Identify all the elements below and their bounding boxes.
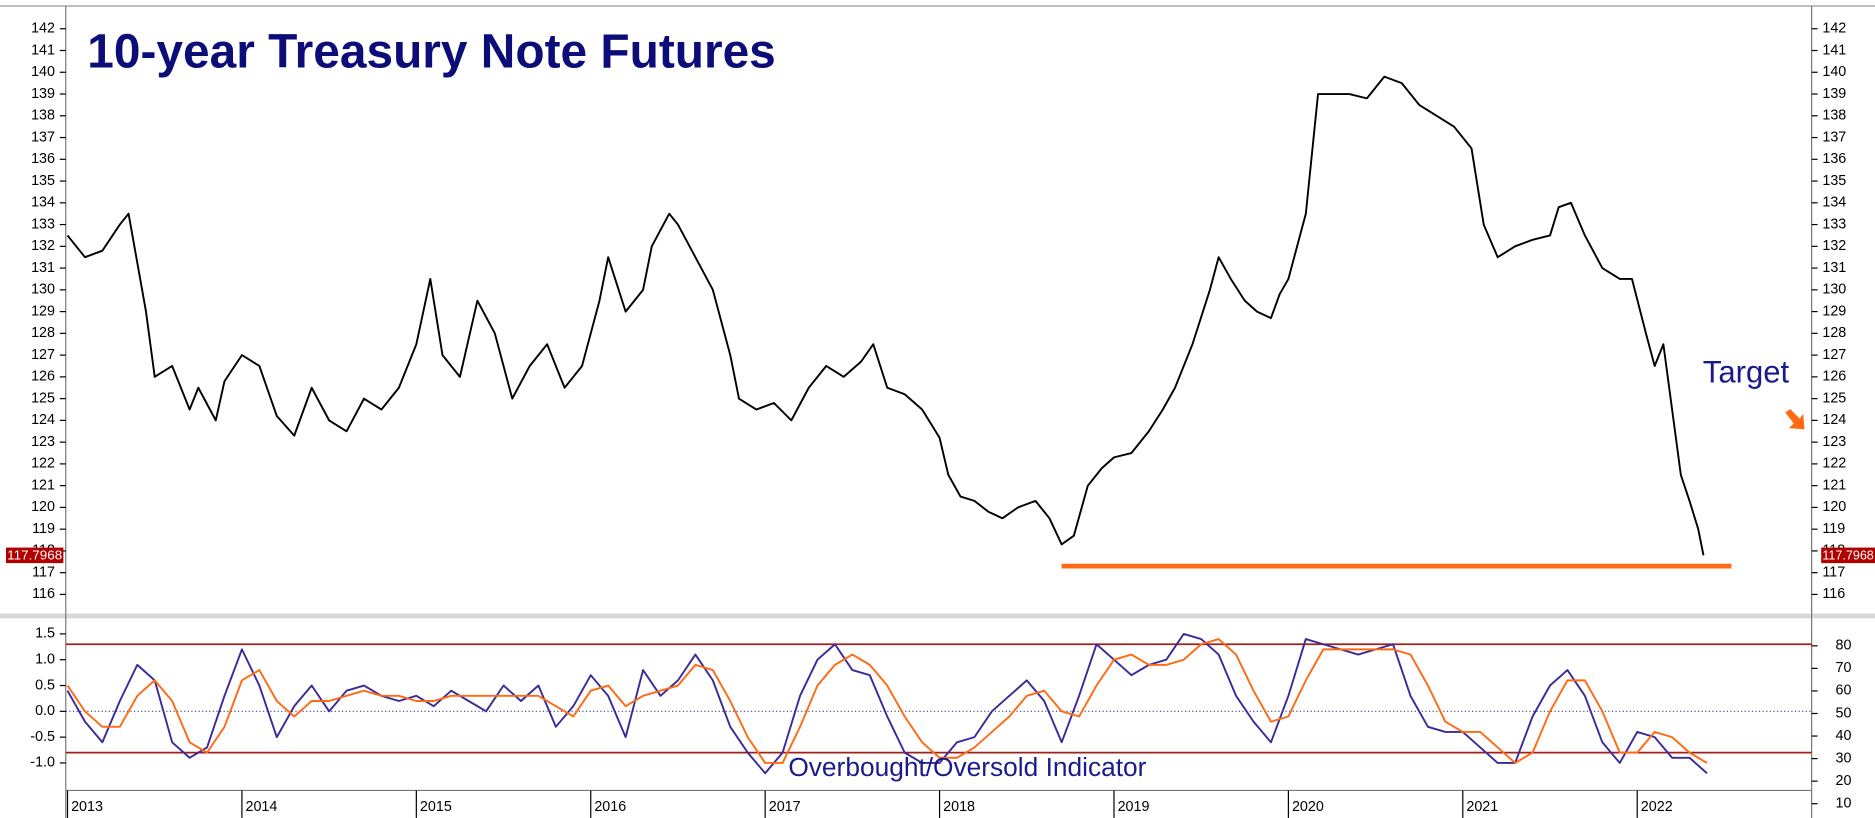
y-tick-label: 136 xyxy=(31,151,55,167)
y-tick-label: 138 xyxy=(31,108,55,124)
y-tick-label-right: 141 xyxy=(1822,42,1846,58)
y-tick-label-right: 133 xyxy=(1822,216,1846,232)
y-tick-label: 119 xyxy=(32,521,55,537)
annotation: Target xyxy=(1703,355,1790,390)
y-tick-label: 141 xyxy=(31,42,55,58)
y-tick-label: 122 xyxy=(31,456,55,472)
x-tick-label: 2016 xyxy=(594,799,626,815)
y-tick-label-right: 134 xyxy=(1822,195,1846,211)
indicator-label: Overbought/Oversold Indicator xyxy=(788,752,1146,782)
x-tick-label: 2020 xyxy=(1292,799,1324,815)
y-tick-label: 124 xyxy=(31,412,55,428)
y2-tick-label: 50 xyxy=(1836,705,1852,721)
x-tick-label: 2014 xyxy=(246,799,278,815)
y-tick-label: 134 xyxy=(31,195,55,211)
y-tick-label: -1.0 xyxy=(30,755,55,771)
x-tick-label: 2018 xyxy=(943,799,975,815)
y-tick-label-right: 122 xyxy=(1822,456,1846,472)
y-tick-label: -0.5 xyxy=(30,729,55,745)
y2-tick-label: 40 xyxy=(1836,728,1852,744)
series-line xyxy=(66,638,1708,764)
y-tick-label-right: 140 xyxy=(1822,64,1846,80)
y-tick-label-right: 137 xyxy=(1822,129,1846,145)
x-tick-label: 2022 xyxy=(1641,799,1673,815)
y2-tick-label: 30 xyxy=(1836,750,1852,766)
y-tick-label-right: 125 xyxy=(1822,390,1846,406)
y-tick-label: 117 xyxy=(32,564,55,580)
y-tick-label-right: 139 xyxy=(1822,86,1846,102)
y-tick-label-right: 142 xyxy=(1822,21,1846,37)
y2-tick-label: 70 xyxy=(1836,660,1852,676)
y-tick-label-right: 131 xyxy=(1822,260,1846,276)
x-tick-label: 2015 xyxy=(420,799,452,815)
y-tick-label-right: 136 xyxy=(1822,151,1846,167)
panel-separator xyxy=(0,613,1875,619)
y-tick-label: 0.0 xyxy=(35,703,55,719)
y-tick-label: 142 xyxy=(31,21,55,37)
y-tick-label-right: 126 xyxy=(1822,369,1846,385)
x-tick-label: 2017 xyxy=(769,799,801,815)
y-tick-label-right: 138 xyxy=(1822,108,1846,124)
y-tick-label: 126 xyxy=(31,369,55,385)
last-value-box xyxy=(1821,547,1875,564)
y-tick-label-right: 127 xyxy=(1822,347,1846,363)
y-tick-label-right: 124 xyxy=(1822,412,1846,428)
series-line xyxy=(66,75,1705,556)
y-tick-label-right: 129 xyxy=(1822,303,1846,319)
y-tick-label-right: 117 xyxy=(1822,564,1845,580)
y2-tick-label: 80 xyxy=(1836,638,1852,654)
y-tick-label: 129 xyxy=(31,303,55,319)
y-tick-label: 137 xyxy=(31,129,55,145)
y-tick-label-right: 121 xyxy=(1822,477,1846,493)
y-tick-label: 121 xyxy=(31,477,55,493)
chart-title: 10-year Treasury Note Futures xyxy=(87,26,776,79)
y2-tick-label: 20 xyxy=(1836,773,1852,789)
y-tick-label-right: 120 xyxy=(1822,499,1846,515)
y-tick-label: 125 xyxy=(31,390,55,406)
y-tick-label: 0.5 xyxy=(35,677,55,693)
x-tick-label: 2019 xyxy=(1118,799,1150,815)
y-tick-label: 123 xyxy=(31,434,55,450)
y-tick-label-right: 128 xyxy=(1822,325,1846,341)
y-tick-label: 131 xyxy=(31,260,55,276)
target-arrow xyxy=(1785,409,1805,430)
x-tick-label: 2013 xyxy=(71,799,103,815)
y-tick-label: 133 xyxy=(31,216,55,232)
y-tick-label: 127 xyxy=(31,347,55,363)
y-tick-label-right: 123 xyxy=(1822,434,1846,450)
y-tick-label: 130 xyxy=(31,282,55,298)
y-tick-label-right: 135 xyxy=(1822,173,1846,189)
y-tick-label: 116 xyxy=(32,586,55,602)
y-tick-label-right: 116 xyxy=(1822,586,1845,602)
last-value-label: 117.7968 xyxy=(1822,547,1873,562)
x-tick-label: 2021 xyxy=(1466,799,1498,815)
last-value-box xyxy=(5,547,64,564)
y-tick-label: 139 xyxy=(31,86,55,102)
y-tick-label-right: 119 xyxy=(1822,521,1845,537)
y-tick-label-right: 132 xyxy=(1822,238,1846,254)
y-tick-label: 140 xyxy=(31,64,55,80)
y2-tick-label: 10 xyxy=(1836,795,1852,811)
y2-tick-label: 60 xyxy=(1836,683,1852,699)
y-tick-label: 135 xyxy=(31,173,55,189)
y-tick-label: 132 xyxy=(31,238,55,254)
last-value-label: 117.7968 xyxy=(7,547,62,562)
y-tick-label: 120 xyxy=(31,499,55,515)
y-tick-label: 1.0 xyxy=(35,651,55,667)
y-tick-label-right: 130 xyxy=(1822,282,1846,298)
y-tick-label: 1.5 xyxy=(35,626,55,642)
y-tick-label: 128 xyxy=(31,325,55,341)
